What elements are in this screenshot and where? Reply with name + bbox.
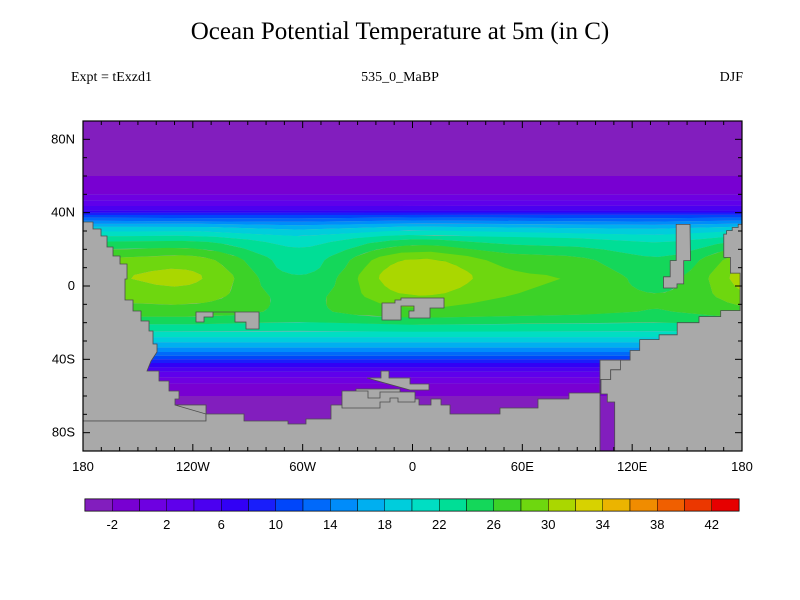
svg-text:40S: 40S bbox=[52, 351, 75, 366]
svg-text:120E: 120E bbox=[617, 459, 648, 474]
svg-text:42: 42 bbox=[705, 517, 719, 532]
svg-text:14: 14 bbox=[323, 517, 337, 532]
svg-text:80N: 80N bbox=[51, 131, 75, 146]
svg-text:18: 18 bbox=[378, 517, 392, 532]
svg-text:180: 180 bbox=[72, 459, 94, 474]
svg-text:120W: 120W bbox=[176, 459, 211, 474]
svg-text:180: 180 bbox=[731, 459, 753, 474]
svg-text:10: 10 bbox=[269, 517, 283, 532]
svg-text:60W: 60W bbox=[289, 459, 316, 474]
svg-text:38: 38 bbox=[650, 517, 664, 532]
svg-text:30: 30 bbox=[541, 517, 555, 532]
svg-text:6: 6 bbox=[218, 517, 225, 532]
svg-text:60E: 60E bbox=[511, 459, 534, 474]
svg-text:26: 26 bbox=[487, 517, 501, 532]
svg-text:0: 0 bbox=[68, 278, 75, 293]
svg-text:-2: -2 bbox=[106, 517, 118, 532]
svg-text:2: 2 bbox=[163, 517, 170, 532]
svg-text:40N: 40N bbox=[51, 205, 75, 220]
svg-text:34: 34 bbox=[596, 517, 610, 532]
svg-text:22: 22 bbox=[432, 517, 446, 532]
svg-text:0: 0 bbox=[409, 459, 416, 474]
svg-text:80S: 80S bbox=[52, 425, 75, 440]
